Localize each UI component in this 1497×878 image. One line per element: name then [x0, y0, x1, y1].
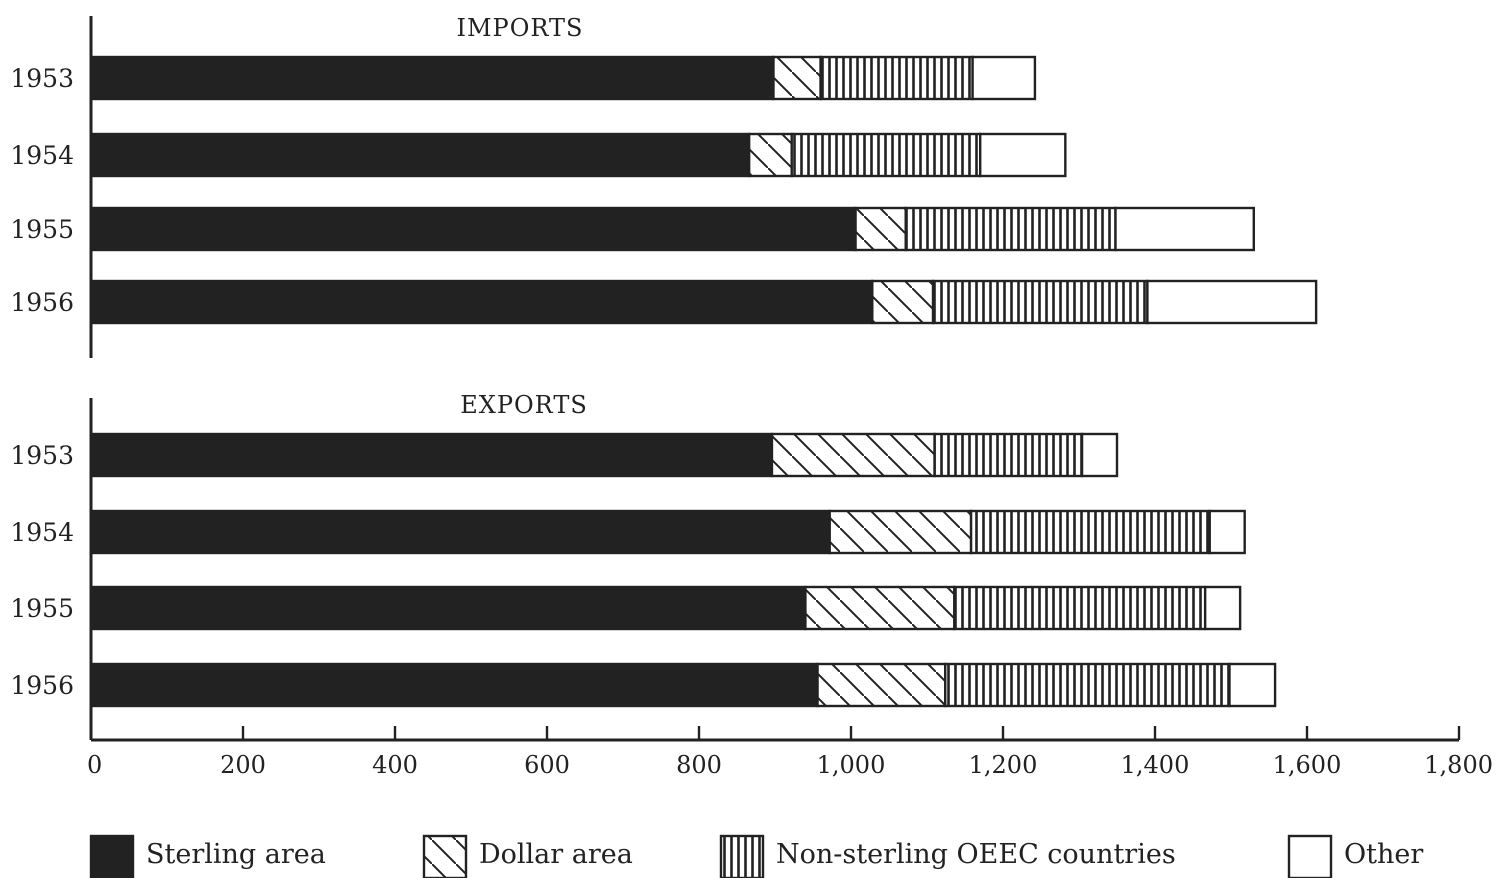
- legend-label-sterling-area: Sterling area: [146, 839, 326, 870]
- x-tick-label-6: 1,200: [969, 751, 1038, 779]
- exports-year-label-1953: 1953: [10, 441, 74, 470]
- imports-bar-1953-other: [971, 55, 1037, 101]
- exports-year-label-1955: 1955: [10, 594, 74, 623]
- imports-bar-1954-dollar-area: [747, 132, 793, 178]
- legend-swatch-non-sterling-oeec-countries: [719, 834, 765, 878]
- exports-bar-1953-dollar-area: [770, 432, 936, 478]
- legend-label-non-sterling-oeec-countries: Non-sterling OEEC countries: [776, 839, 1176, 870]
- imports-bar-1955-dollar-area: [854, 206, 907, 252]
- x-tick-label-2: 400: [372, 751, 418, 779]
- x-tick-label-5: 1,000: [817, 751, 886, 779]
- imports-year-label-1956: 1956: [10, 288, 74, 317]
- exports-bar-1953-non-sterling-oeec-countries: [933, 432, 1084, 478]
- exports-title: EXPORTS: [460, 391, 588, 419]
- exports-bar-1956-sterling-area: [89, 662, 819, 708]
- exports-bar-1955-other: [1203, 585, 1242, 631]
- legend-swatch-sterling-area: [89, 834, 135, 878]
- imports-bar-1954-sterling-area: [89, 132, 751, 178]
- imports-bar-1954-non-sterling-oeec-countries: [790, 132, 982, 178]
- imports-year-label-1954: 1954: [10, 141, 74, 170]
- exports-bar-1956-non-sterling-oeec-countries: [944, 662, 1231, 708]
- imports-bar-1954-other: [979, 132, 1067, 178]
- exports-bar-1954-dollar-area: [828, 509, 973, 555]
- exports-year-label-1954: 1954: [10, 518, 74, 547]
- exports-bar-1954-other: [1208, 509, 1246, 555]
- imports-bar-1955-sterling-area: [89, 206, 857, 252]
- imports-bar-1953-non-sterling-oeec-countries: [819, 55, 974, 101]
- imports-bar-1956-non-sterling-oeec-countries: [931, 279, 1149, 325]
- legend-swatch-dollar-area: [422, 834, 468, 878]
- x-tick-label-4: 800: [676, 751, 722, 779]
- imports-bar-1955-other: [1114, 206, 1255, 252]
- exports-bar-1955-sterling-area: [89, 585, 807, 631]
- exports-bar-1953-sterling-area: [89, 432, 774, 478]
- x-tick-label-0: 0: [87, 751, 102, 779]
- imports-bar-1953-dollar-area: [772, 55, 822, 101]
- imports-bar-1956-other: [1146, 279, 1318, 325]
- imports-bar-1956-sterling-area: [89, 279, 874, 325]
- x-tick-label-8: 1,600: [1273, 751, 1342, 779]
- imports-year-label-1953: 1953: [10, 64, 74, 93]
- imports-year-label-1955: 1955: [10, 215, 74, 244]
- exports-bar-1954-sterling-area: [89, 509, 831, 555]
- imports-bar-1955-non-sterling-oeec-countries: [904, 206, 1117, 252]
- imports-bar-1956-dollar-area: [871, 279, 935, 325]
- plot-area: IMPORTS 1953 1954 1955 1956 EXPORTS 1953 1954 19…: [10, 14, 1493, 779]
- x-tick-label-7: 1,400: [1121, 751, 1190, 779]
- legend-swatch-other: [1287, 834, 1333, 878]
- legend: Sterling area Dollar area Non-sterling OEE…: [89, 834, 1423, 878]
- legend-label-dollar-area: Dollar area: [479, 839, 633, 870]
- x-tick-label-9: 1,800: [1424, 751, 1493, 779]
- exports-bar-1956-other: [1228, 662, 1277, 708]
- x-tick-label-1: 200: [220, 751, 266, 779]
- exports-bar-1953-other: [1080, 432, 1119, 478]
- exports-bar-1954-non-sterling-oeec-countries: [969, 509, 1211, 555]
- exports-year-label-1956: 1956: [10, 671, 74, 700]
- imports-title: IMPORTS: [457, 14, 584, 42]
- exports-bar-1955-non-sterling-oeec-countries: [953, 585, 1207, 631]
- x-tick-label-3: 600: [524, 751, 570, 779]
- legend-label-other: Other: [1344, 839, 1423, 870]
- exports-bar-1956-dollar-area: [816, 662, 947, 708]
- exports-bar-1955-dollar-area: [804, 585, 956, 631]
- imports-bar-1953-sterling-area: [89, 55, 775, 101]
